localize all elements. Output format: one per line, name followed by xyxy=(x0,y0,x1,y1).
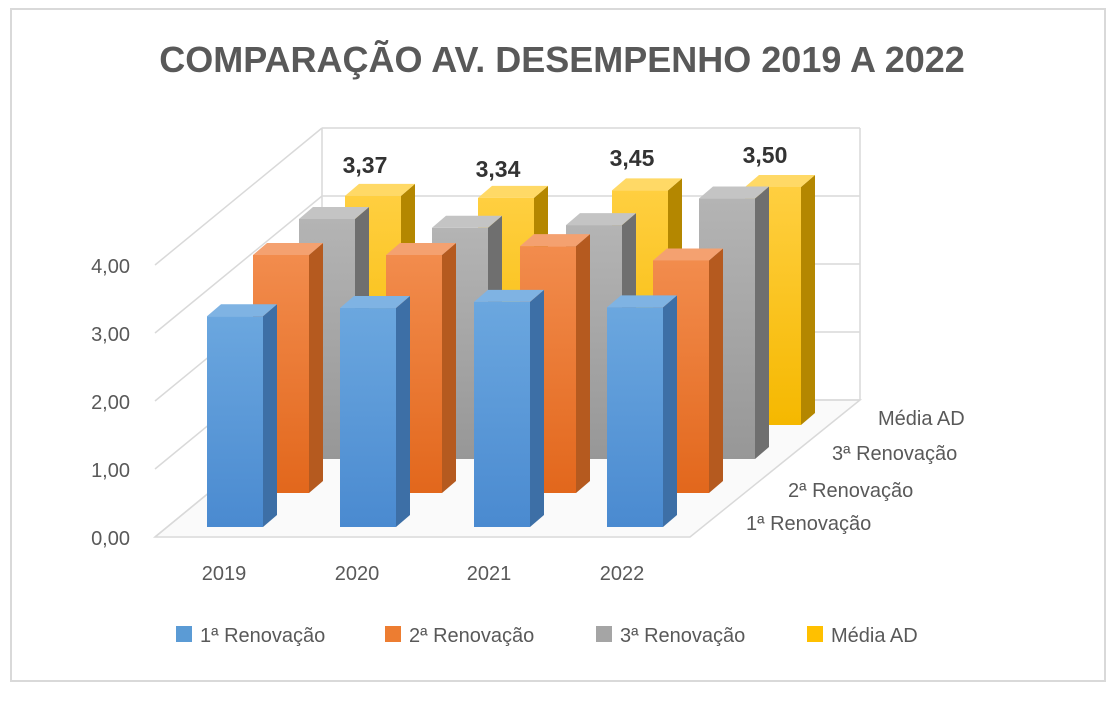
bar-front xyxy=(207,316,263,527)
y-tick-label: 1,00 xyxy=(91,460,130,482)
depth-label: 3ª Renovação xyxy=(832,443,957,465)
legend-swatch-2a-renovacao xyxy=(385,626,401,642)
legend: 1ª Renovação 2ª Renovação 3ª Renovação M… xyxy=(176,625,918,647)
bar-front xyxy=(340,308,396,527)
bar-top xyxy=(386,243,456,255)
bar-top xyxy=(207,304,277,317)
bar-side xyxy=(309,243,323,493)
bar-side xyxy=(442,243,456,493)
x-axis-ticks: 2019 2020 2021 2022 xyxy=(202,563,645,585)
depth-label: Média AD xyxy=(878,408,965,430)
depth-label: 1ª Renovação xyxy=(746,513,871,535)
data-label: 3,50 xyxy=(743,142,788,168)
bar-top xyxy=(253,243,323,255)
bar-1-renova-o-2021 xyxy=(474,289,544,527)
bar-3-renova-o-2022 xyxy=(699,186,769,459)
bar-side xyxy=(801,175,815,425)
bar-side xyxy=(663,295,677,527)
data-labels: 3,37 3,34 3,45 3,50 xyxy=(343,142,788,182)
bar-top xyxy=(612,178,682,191)
gridline-side xyxy=(154,127,323,266)
bar-top xyxy=(566,213,636,226)
bar-1-renova-o-2019 xyxy=(207,304,277,527)
x-tick-label: 2021 xyxy=(467,563,512,585)
depth-axis-labels: 1ª Renovação 2ª Renovação 3ª Renovação M… xyxy=(746,408,965,535)
bar-side xyxy=(576,234,590,493)
data-label: 3,37 xyxy=(343,152,388,178)
legend-label: Média AD xyxy=(831,625,918,647)
bar-top xyxy=(745,175,815,187)
data-label: 3,45 xyxy=(610,145,655,171)
x-tick-label: 2020 xyxy=(335,563,380,585)
y-tick-label: 0,00 xyxy=(91,528,130,550)
bar-top xyxy=(299,206,369,219)
x-tick-label: 2019 xyxy=(202,563,247,585)
y-tick-label: 3,00 xyxy=(91,324,130,346)
legend-label: 1ª Renovação xyxy=(200,625,325,647)
chart-title: COMPARAÇÃO AV. DESEMPENHO 2019 A 2022 xyxy=(159,38,965,80)
bar-side xyxy=(755,186,769,459)
bar-top xyxy=(699,186,769,199)
bar-side xyxy=(263,304,277,527)
bar-top xyxy=(432,215,502,228)
bar-top xyxy=(340,296,410,309)
x-tick-label: 2022 xyxy=(600,563,645,585)
bar-side xyxy=(709,248,723,493)
bar-side xyxy=(396,296,410,527)
legend-swatch-1a-renovacao xyxy=(176,626,192,642)
bars xyxy=(207,175,815,527)
bar-front xyxy=(607,307,663,527)
legend-label: 2ª Renovação xyxy=(409,625,534,647)
legend-swatch-3a-renovacao xyxy=(596,626,612,642)
depth-label: 2ª Renovação xyxy=(788,480,913,502)
y-axis-ticks: 0,00 1,00 2,00 3,00 4,00 xyxy=(91,256,130,550)
bar-top xyxy=(478,185,548,198)
bar-top xyxy=(653,248,723,261)
bar-top xyxy=(345,183,415,196)
bar-front xyxy=(474,301,530,527)
bar-top xyxy=(607,295,677,308)
legend-label: 3ª Renovação xyxy=(620,625,745,647)
bar-top xyxy=(474,289,544,302)
y-tick-label: 4,00 xyxy=(91,256,130,278)
gridline-side xyxy=(154,195,323,334)
legend-swatch-media-ad xyxy=(807,626,823,642)
bar-side xyxy=(530,289,544,527)
bar-1-renova-o-2022 xyxy=(607,295,677,527)
bar-1-renova-o-2020 xyxy=(340,296,410,527)
bar-top xyxy=(520,234,590,247)
data-label: 3,34 xyxy=(476,156,521,182)
y-tick-label: 2,00 xyxy=(91,392,130,414)
